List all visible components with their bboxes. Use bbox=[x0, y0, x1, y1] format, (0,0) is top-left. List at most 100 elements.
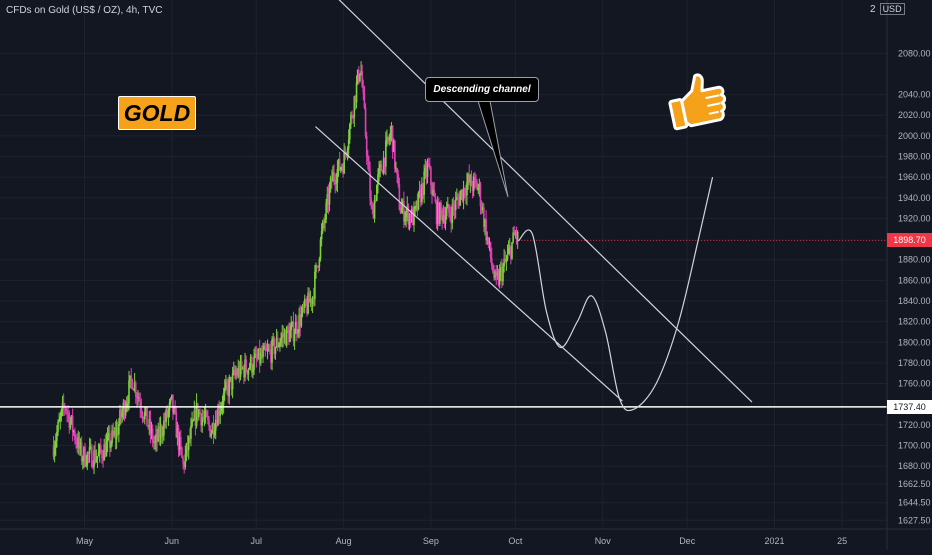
candle-body bbox=[259, 353, 262, 364]
candle-body bbox=[421, 183, 423, 203]
candle-body bbox=[463, 188, 466, 195]
candle-body bbox=[212, 423, 215, 436]
candle-body bbox=[449, 212, 451, 217]
candle-body bbox=[78, 437, 81, 449]
y-tick-label: 1780.00 bbox=[898, 358, 931, 368]
y-tick-label: 1940.00 bbox=[898, 193, 931, 203]
candle-body bbox=[360, 71, 362, 74]
candle-body bbox=[169, 398, 172, 403]
x-tick-label: Aug bbox=[336, 536, 352, 546]
candle-body bbox=[104, 444, 107, 457]
y-tick-label: 1760.00 bbox=[898, 379, 931, 389]
candle-body bbox=[107, 433, 110, 437]
candle-body bbox=[208, 419, 210, 426]
candle-body bbox=[177, 428, 180, 450]
candle-body bbox=[333, 172, 335, 180]
candle-body bbox=[105, 441, 108, 457]
channel-upper-line[interactable] bbox=[338, 0, 753, 403]
candle-body bbox=[505, 259, 508, 262]
candle-body bbox=[248, 367, 251, 369]
candle-body bbox=[209, 425, 211, 437]
candle-body bbox=[407, 206, 410, 225]
candle-body bbox=[271, 339, 273, 363]
currency-selector[interactable]: USD bbox=[879, 3, 905, 15]
candle-body bbox=[281, 334, 284, 338]
candle-body bbox=[428, 165, 431, 168]
channel-lower-line[interactable] bbox=[315, 126, 623, 402]
candle-body bbox=[365, 135, 368, 157]
candle-body bbox=[111, 430, 113, 443]
candle-body bbox=[145, 407, 147, 412]
candle-body bbox=[327, 194, 330, 205]
candle-body bbox=[383, 157, 386, 167]
candle-body bbox=[243, 367, 245, 378]
candle-body bbox=[121, 411, 124, 418]
candle-body bbox=[358, 69, 360, 82]
candle-body bbox=[67, 412, 69, 414]
y-tick-label: 1662.50 bbox=[898, 479, 931, 489]
candle-body bbox=[205, 411, 208, 417]
candle-body bbox=[58, 420, 60, 422]
candle-body bbox=[399, 209, 402, 214]
candle-body bbox=[159, 426, 162, 439]
last-price-tag: 1898.70 bbox=[887, 233, 932, 248]
candle-body bbox=[341, 166, 343, 168]
time-axis[interactable]: May Jun Jul Aug Sep Oct Nov Dec 2021 25 bbox=[0, 528, 932, 546]
candle-body bbox=[229, 377, 232, 380]
candle-body bbox=[413, 208, 415, 226]
y-tick-label: 1980.00 bbox=[898, 152, 931, 162]
price-axis-header[interactable]: 2 USD bbox=[870, 3, 905, 15]
candle-body bbox=[181, 447, 183, 458]
candle-body bbox=[445, 208, 448, 217]
candle-body bbox=[184, 454, 187, 468]
candle-body bbox=[76, 442, 78, 449]
candle-body bbox=[368, 161, 370, 172]
candle-body bbox=[289, 330, 291, 342]
candle-body bbox=[316, 265, 318, 267]
candle-body bbox=[204, 411, 207, 418]
candle-body bbox=[182, 457, 184, 464]
candle-body bbox=[241, 367, 244, 369]
candle-body bbox=[258, 348, 261, 364]
candle-body bbox=[422, 183, 424, 195]
candle-body bbox=[223, 387, 226, 393]
candle-body bbox=[294, 322, 297, 334]
candle-body bbox=[201, 417, 204, 426]
candle-body bbox=[279, 342, 281, 346]
candle-body bbox=[129, 375, 131, 381]
candle-body bbox=[238, 367, 241, 378]
candle-body bbox=[443, 215, 446, 224]
candle-body bbox=[296, 322, 298, 334]
symbol-title[interactable]: CFDs on Gold (US$ / OZ), 4h, TVC bbox=[6, 5, 163, 16]
candle-body bbox=[338, 159, 341, 171]
candle-body bbox=[225, 382, 227, 388]
candle-body bbox=[147, 426, 149, 428]
candle-body bbox=[59, 416, 62, 421]
candle-body bbox=[254, 353, 256, 357]
candle-body bbox=[220, 406, 223, 411]
y-tick-label: 1800.00 bbox=[898, 337, 931, 347]
thumbs-up-icon bbox=[668, 73, 727, 131]
candle-body bbox=[470, 175, 473, 187]
candle-body bbox=[310, 298, 313, 305]
candle-body bbox=[79, 442, 82, 449]
price-axis[interactable]: 1627.50 1644.50 1662.50 1680.00 1700.00 1720.… bbox=[886, 0, 931, 550]
candle-body bbox=[453, 207, 456, 211]
candle-body bbox=[263, 346, 265, 350]
x-tick-label: Nov bbox=[595, 536, 612, 546]
candle-body bbox=[180, 437, 182, 448]
candle-body bbox=[469, 175, 472, 183]
candle-body bbox=[329, 177, 332, 188]
candle-body bbox=[191, 420, 193, 426]
candle-body bbox=[356, 69, 359, 83]
x-tick-label: Sep bbox=[423, 536, 439, 546]
candle-body bbox=[236, 373, 238, 376]
candle-body bbox=[284, 332, 287, 346]
candle-body bbox=[307, 292, 309, 314]
projection-path[interactable] bbox=[517, 177, 714, 412]
candle-body bbox=[447, 204, 449, 209]
candle-body bbox=[265, 350, 268, 352]
y-tick-label: 1840.00 bbox=[898, 296, 931, 306]
candle-body bbox=[109, 433, 111, 448]
